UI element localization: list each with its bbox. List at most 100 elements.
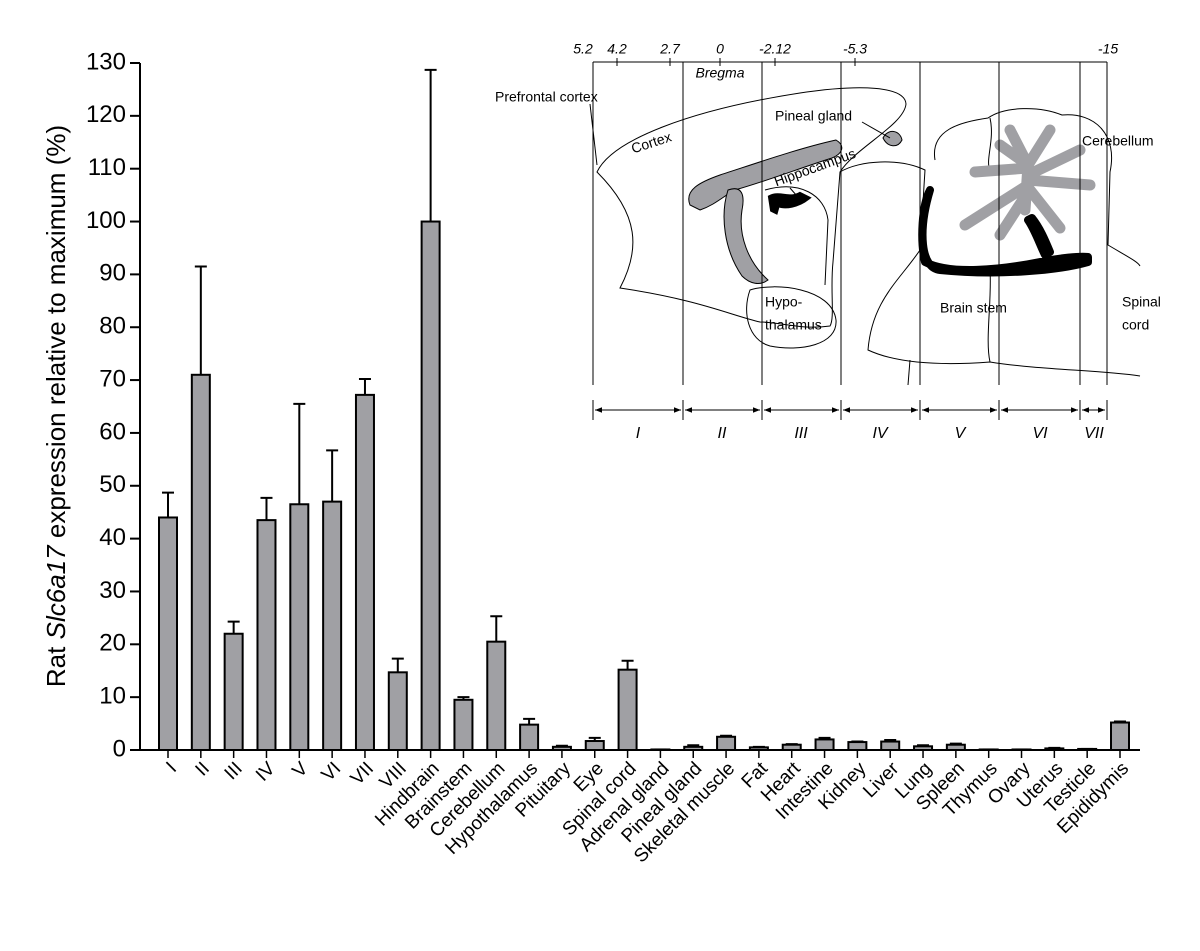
bar bbox=[617, 668, 638, 751]
error-bar bbox=[884, 738, 897, 742]
bregma-label: Bregma bbox=[695, 65, 744, 81]
y-label-gene: Slc6a17 bbox=[41, 544, 71, 639]
x-tick-label: II bbox=[192, 758, 214, 780]
cortex-outline bbox=[596, 87, 907, 328]
bar bbox=[486, 640, 507, 752]
bar bbox=[880, 740, 901, 752]
cerebellum-outline bbox=[934, 108, 1141, 267]
y-axis-label: Rat Slc6a17 expression relative to maximum… bbox=[41, 125, 71, 687]
error-bar bbox=[391, 657, 404, 673]
bregma-tick: -15 bbox=[1098, 41, 1118, 57]
region-label: Brain stem bbox=[940, 300, 1007, 316]
hypothalamus-outline bbox=[746, 286, 837, 349]
bregma-tick: -5.3 bbox=[843, 41, 867, 57]
bar bbox=[945, 743, 966, 752]
bregma-tick: -2.12 bbox=[759, 41, 791, 57]
y-tick-label: 70 bbox=[99, 365, 126, 392]
section-label: I bbox=[636, 425, 641, 442]
error-bar bbox=[293, 402, 306, 505]
error-bar bbox=[424, 68, 437, 222]
error-bar bbox=[785, 743, 798, 746]
error-bar bbox=[227, 620, 240, 634]
region-label: thalamus bbox=[765, 317, 822, 333]
bar bbox=[354, 393, 375, 751]
region-label: Hypo- bbox=[765, 294, 803, 310]
error-bar bbox=[621, 659, 634, 670]
hippocampus-black bbox=[767, 191, 812, 215]
y-label-part: Rat bbox=[41, 646, 71, 687]
bar bbox=[387, 671, 408, 752]
section-label: VI bbox=[1032, 425, 1048, 442]
y-tick-label: 20 bbox=[99, 630, 126, 657]
error-bar bbox=[457, 696, 470, 700]
bregma-tick: 2.7 bbox=[659, 41, 681, 57]
region-label: Pineal gland bbox=[775, 108, 852, 124]
section-label: III bbox=[794, 425, 808, 442]
leader-line bbox=[861, 121, 891, 139]
error-bar bbox=[1114, 720, 1126, 723]
y-tick-label: 80 bbox=[99, 313, 126, 340]
leader-line bbox=[789, 187, 798, 197]
y-tick-label: 10 bbox=[99, 682, 126, 709]
y-tick-label: 110 bbox=[88, 154, 126, 181]
brain-inset: 5.2 4.2 2.7 0 -2.12 -5.3 -15 Bregma bbox=[495, 41, 1161, 443]
bar bbox=[1110, 721, 1130, 752]
error-bar bbox=[917, 744, 930, 747]
y-tick-label: 50 bbox=[99, 471, 126, 498]
region-label: cord bbox=[1122, 317, 1149, 333]
cerebellum-arbor bbox=[959, 124, 1096, 241]
error-bar bbox=[162, 491, 174, 518]
x-tick-label: III bbox=[221, 758, 247, 784]
error-bar bbox=[523, 717, 536, 725]
error-bar bbox=[326, 449, 339, 502]
bregma-tick: 4.2 bbox=[607, 41, 627, 57]
x-tick-label: V bbox=[289, 758, 313, 782]
x-tick-label: VII bbox=[347, 758, 378, 789]
bregma-tick: 0 bbox=[716, 41, 724, 57]
section-lines bbox=[592, 62, 1108, 420]
error-bar bbox=[949, 742, 962, 745]
bar bbox=[223, 632, 244, 751]
bar bbox=[322, 500, 343, 751]
section-label: II bbox=[718, 425, 727, 442]
error-bar bbox=[555, 744, 568, 747]
y-label-part: expression relative to maximum (%) bbox=[41, 125, 71, 538]
section-label: VII bbox=[1084, 425, 1104, 442]
y-tick-label: 90 bbox=[99, 260, 126, 287]
brainstem-outline bbox=[839, 161, 1141, 377]
bar bbox=[584, 740, 605, 752]
error-bar bbox=[194, 265, 207, 375]
y-tick-label: 40 bbox=[99, 524, 126, 551]
gray-regions bbox=[688, 131, 903, 284]
region-label: Spinal bbox=[1122, 294, 1161, 310]
bar bbox=[256, 519, 277, 751]
bar bbox=[453, 698, 474, 751]
bar bbox=[519, 723, 540, 752]
error-bar bbox=[1048, 746, 1061, 749]
ruler-ticks bbox=[616, 58, 856, 66]
error-bar bbox=[687, 744, 700, 747]
y-tick-label: 100 bbox=[86, 207, 126, 234]
x-tick-label: Liver bbox=[859, 758, 903, 802]
error-bar bbox=[490, 615, 503, 642]
x-tick-label: I bbox=[162, 758, 181, 777]
x-tick-label: IV bbox=[252, 758, 280, 786]
error-bar bbox=[260, 496, 273, 521]
section-label: IV bbox=[872, 425, 888, 442]
error-bar bbox=[720, 734, 733, 737]
x-tick-label: VI bbox=[318, 758, 346, 786]
y-tick-label: 60 bbox=[99, 418, 126, 445]
region-label: Cerebellum bbox=[1082, 133, 1154, 149]
error-bar bbox=[818, 736, 831, 740]
region-label: Cortex bbox=[629, 128, 673, 156]
bar bbox=[913, 745, 934, 752]
section-label: V bbox=[955, 425, 967, 442]
y-tick-label: 0 bbox=[113, 735, 126, 762]
bar bbox=[781, 743, 802, 752]
bar bbox=[814, 738, 835, 752]
thalamus-outline bbox=[764, 186, 829, 286]
bar bbox=[716, 735, 737, 751]
leader-line bbox=[589, 103, 598, 166]
